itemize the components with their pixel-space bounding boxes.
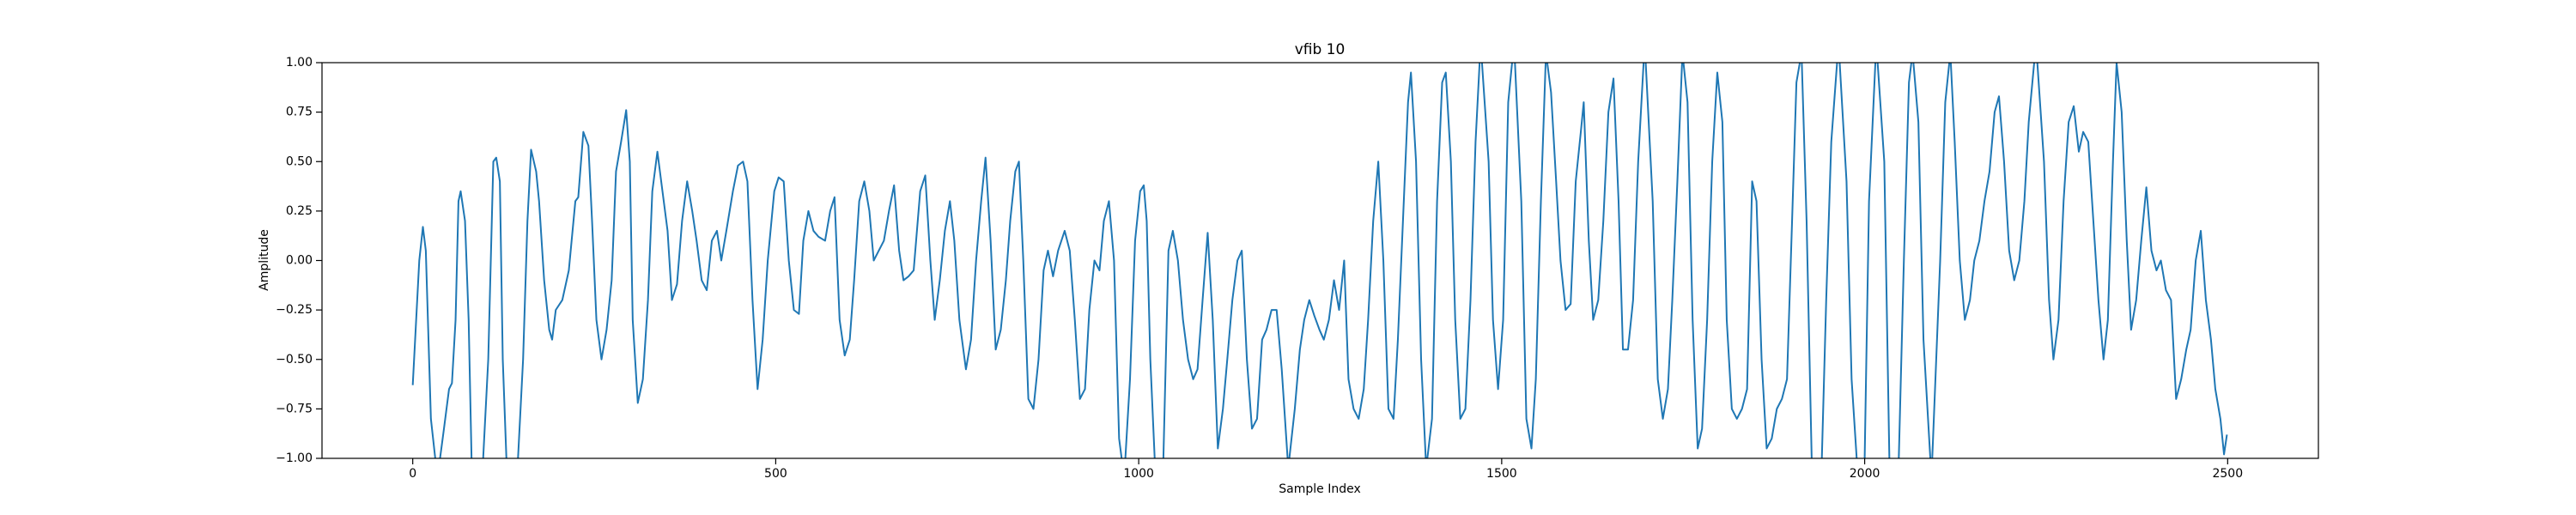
plot-area [411,63,2228,458]
chart-title: vfib 10 [1295,41,1346,58]
y-axis-label: Amplitude [258,229,271,291]
x-tick-label: 500 [764,467,787,481]
x-tick-label: 0 [409,467,416,481]
y-tick-label: −1.00 [276,451,313,465]
y-tick-label: 0.25 [286,204,313,218]
y-tick-label: 0.75 [286,106,313,119]
y-tick-label: 0.50 [286,154,313,168]
y-tick-label: −0.50 [276,353,313,367]
x-axis-label: Sample Index [1279,482,1360,496]
y-tick-label: −0.75 [276,402,313,415]
y-tick-label: 0.00 [286,254,313,268]
data-line [411,63,2228,458]
x-tick-label: 2500 [2212,467,2243,481]
y-tick-label: −0.25 [276,303,313,317]
x-tick-label: 1000 [1123,467,1154,481]
y-tick-label: 1.00 [286,56,313,70]
x-tick-label: 1500 [1486,467,1517,481]
x-tick-label: 2000 [1850,467,1880,481]
